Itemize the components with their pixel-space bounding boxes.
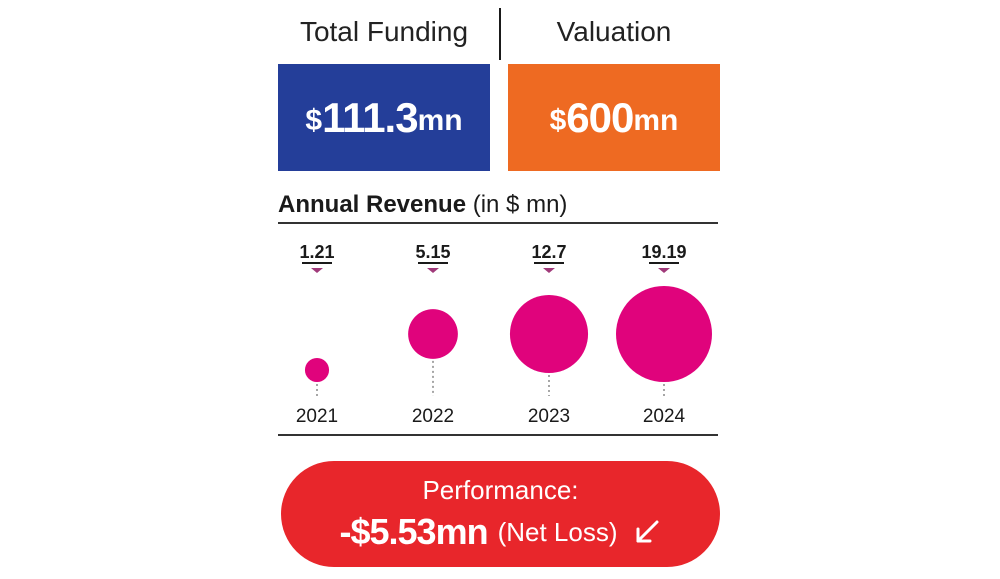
annual-revenue-title-unit: (in $ mn)	[466, 191, 568, 218]
value-pointer-2024	[658, 268, 670, 273]
value-label-2023: 12.7	[531, 242, 566, 262]
value-label-2024: 19.19	[641, 242, 686, 262]
revenue-bottom-rule	[278, 434, 718, 436]
arrow-down-left-icon	[636, 520, 658, 543]
revenue-bubble-2023	[509, 294, 589, 374]
funding-unit: mn	[417, 103, 463, 137]
value-pointer-2021	[311, 268, 323, 273]
header-divider	[499, 8, 501, 60]
year-label-2024: 2024	[643, 406, 686, 427]
performance-line: -$5.53mn (Net Loss)	[281, 511, 720, 553]
annual-revenue-title-bold: Annual Revenue	[278, 191, 467, 218]
value-label-2021: 1.21	[299, 242, 334, 262]
value-pointer-2022	[427, 268, 439, 273]
valuation-box: $ 600 mn	[508, 64, 720, 171]
performance-note: (Net Loss)	[497, 516, 618, 547]
performance-value: -$5.53mn	[339, 511, 489, 552]
year-label-2021: 2021	[296, 406, 338, 427]
funding-value: 111.3	[322, 93, 418, 141]
revenue-bubble-2022	[408, 309, 458, 359]
valuation-unit: mn	[633, 103, 679, 137]
revenue-top-rule	[278, 222, 718, 224]
year-label-2022: 2022	[412, 406, 454, 427]
performance-pill: Performance: -$5.53mn (Net Loss)	[281, 461, 720, 567]
value-label-2022: 5.15	[415, 242, 450, 262]
funding-currency: $	[305, 103, 323, 137]
annual-revenue-title: Annual Revenue (in $ mn)	[278, 190, 567, 220]
revenue-bubble-2024	[616, 286, 712, 382]
year-label-2023: 2023	[528, 406, 570, 427]
total-funding-label: Total Funding	[299, 16, 469, 47]
value-pointer-2023	[543, 268, 555, 273]
valuation-currency: $	[549, 103, 567, 137]
valuation-value: 600	[566, 93, 634, 141]
revenue-bubble-2021	[304, 357, 330, 383]
total-funding-box: $ 111.3 mn	[278, 64, 490, 171]
valuation-label: Valuation	[556, 16, 672, 47]
performance-label: Performance:	[422, 475, 579, 505]
revenue-bubble-chart: 1.21 2021 5.15 2022 12.7 2023 19.19 2024	[296, 242, 712, 427]
